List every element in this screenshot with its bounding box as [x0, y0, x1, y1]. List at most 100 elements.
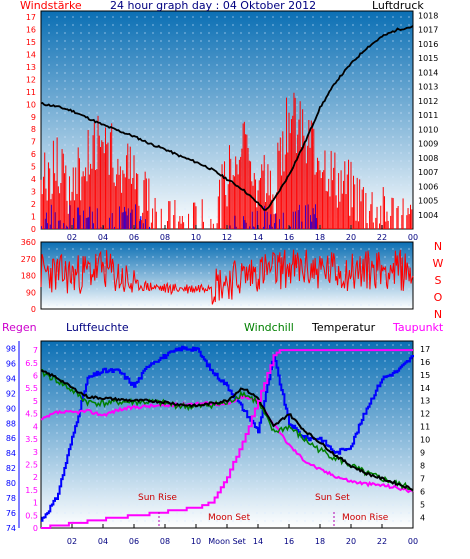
pressure-axis-ticks: 1004 1005 1006 1007 1008 1009 1010 1011 1012 1013… [418, 11, 438, 219]
rain-tick-label: 1 [33, 499, 38, 508]
pressure-tick-label: 1015 [418, 54, 438, 63]
direction-axis-ticks: 0 90 180 270 360 [21, 238, 36, 314]
time-tick-label: 00 [408, 233, 418, 242]
wind-tick-label: 4 [31, 175, 36, 184]
bottom-time-axis: 02 04 06 08 10 Moon Set 14 16 18 20 22 00 [67, 524, 418, 546]
pressure-tick-label: 1007 [418, 168, 438, 177]
rain-tick-label: 5 [33, 397, 38, 406]
rain-tick-label: 6 [33, 372, 38, 381]
time-tick-label: 16 [284, 233, 294, 242]
temperature-tick-label: 9 [420, 449, 425, 458]
time-tick-label: 08 [160, 233, 170, 242]
pressure-tick-label: 1011 [418, 111, 438, 120]
humidity-tick-label: 96 [6, 359, 16, 368]
time-tick-label: 20 [346, 537, 356, 546]
humidity-tick-label: 78 [6, 494, 16, 503]
humidity-temperature-panel: Regen Luftfeuchte Windchill Temperatur T… [2, 321, 444, 546]
top-time-axis: 02 04 06 08 10 12 14 16 18 20 22 00 [67, 225, 418, 242]
pressure-tick-label: 1010 [418, 125, 438, 134]
temperature-tick-label: 4 [420, 514, 425, 523]
humidity-axis-ticks: 74 76 78 80 82 84 86 88 90 92 94 96 98 [6, 341, 20, 533]
temperature-tick-label: 14 [420, 384, 430, 393]
humidity-tick-label: 80 [6, 479, 16, 488]
direction-tick-label: 270 [21, 255, 36, 264]
rain-tick-label: 2.5 [25, 460, 38, 469]
compass-label: O [434, 291, 443, 304]
wind-tick-label: 9 [31, 113, 36, 122]
rain-tick-label: 1.5 [25, 486, 38, 495]
direction-tick-label: 0 [31, 305, 36, 314]
temperature-tick-label: 12 [420, 410, 430, 419]
humidity-tick-label: 90 [6, 404, 16, 413]
humidity-tick-label: 86 [6, 434, 16, 443]
time-tick-label: 20 [346, 233, 356, 242]
wind-tick-label: 2 [31, 200, 36, 209]
time-tick-label: 22 [377, 233, 387, 242]
pressure-tick-label: 1016 [418, 40, 438, 49]
humidity-axis-title: Luftfeuchte [66, 321, 129, 334]
time-tick-label: 06 [129, 233, 139, 242]
rain-tick-label: 3 [33, 448, 38, 457]
time-tick-label: 14 [253, 233, 263, 242]
time-tick-label: 04 [98, 233, 108, 242]
wind-tick-label: 5 [31, 163, 36, 172]
temperature-tick-label: 5 [420, 501, 425, 510]
temperature-tick-label: 11 [420, 423, 430, 432]
time-tick-label: 18 [315, 233, 325, 242]
humidity-tick-label: 74 [6, 524, 16, 533]
compass-label: N [434, 308, 442, 321]
wind-tick-label: 16 [26, 25, 36, 34]
temperature-tick-label: 17 [420, 345, 430, 354]
time-tick-label: 06 [129, 537, 139, 546]
pressure-axis-title: Luftdruck [372, 0, 424, 12]
temperature-tick-label: 15 [420, 371, 430, 380]
humidity-tick-label: 76 [6, 509, 16, 518]
pressure-tick-label: 1018 [418, 11, 438, 20]
wind-tick-label: 12 [26, 75, 36, 84]
direction-tick-label: 90 [26, 288, 36, 297]
time-tick-label: 14 [253, 537, 263, 546]
sun-set-label: Sun Set [315, 493, 350, 503]
temperature-tick-label: 8 [420, 462, 425, 471]
compass-label: N [434, 240, 442, 253]
wind-pressure-panel: Windstärke 24 hour graph day : 04 Oktobe… [20, 0, 438, 242]
compass-label: W [433, 257, 444, 270]
pressure-tick-label: 1009 [418, 140, 438, 149]
rain-tick-label: 4 [33, 422, 38, 431]
time-tick-label: Moon Set [208, 537, 245, 546]
direction-tick-label: 180 [21, 272, 36, 281]
pressure-tick-label: 1014 [418, 68, 438, 77]
wind-tick-label: 11 [26, 88, 36, 97]
time-tick-label: 22 [377, 537, 387, 546]
moon-set-label: Moon Set [208, 513, 251, 523]
wind-tick-label: 6 [31, 150, 36, 159]
rain-tick-label: 5.5 [25, 384, 38, 393]
humidity-tick-label: 98 [6, 344, 16, 353]
rain-tick-label: 6.5 [25, 359, 38, 368]
temperature-legend: Temperatur [311, 321, 376, 334]
wind-bars [40, 92, 413, 229]
humidity-tick-label: 82 [6, 464, 16, 473]
time-tick-label: 04 [98, 537, 108, 546]
wind-tick-label: 8 [31, 125, 36, 134]
time-tick-label: 10 [191, 537, 201, 546]
wind-tick-label: 1 [31, 213, 36, 222]
rain-step-line [41, 349, 413, 529]
humidity-tick-label: 88 [6, 419, 16, 428]
wind-tick-label: 7 [31, 138, 36, 147]
time-tick-label: 18 [315, 537, 325, 546]
temperature-tick-label: 13 [420, 397, 430, 406]
pressure-tick-label: 1006 [418, 182, 438, 191]
humidity-tick-label: 84 [6, 449, 16, 458]
sun-moon-markers: Sun Rise Moon Set Sun Set Moon Rise [138, 493, 389, 528]
rain-tick-label: 0.5 [25, 511, 38, 520]
pressure-tick-label: 1005 [418, 197, 438, 206]
wind-tick-label: 13 [26, 63, 36, 72]
time-tick-label: 02 [67, 537, 77, 546]
rain-tick-label: 2 [33, 473, 38, 482]
humidity-tick-label: 94 [6, 374, 16, 383]
